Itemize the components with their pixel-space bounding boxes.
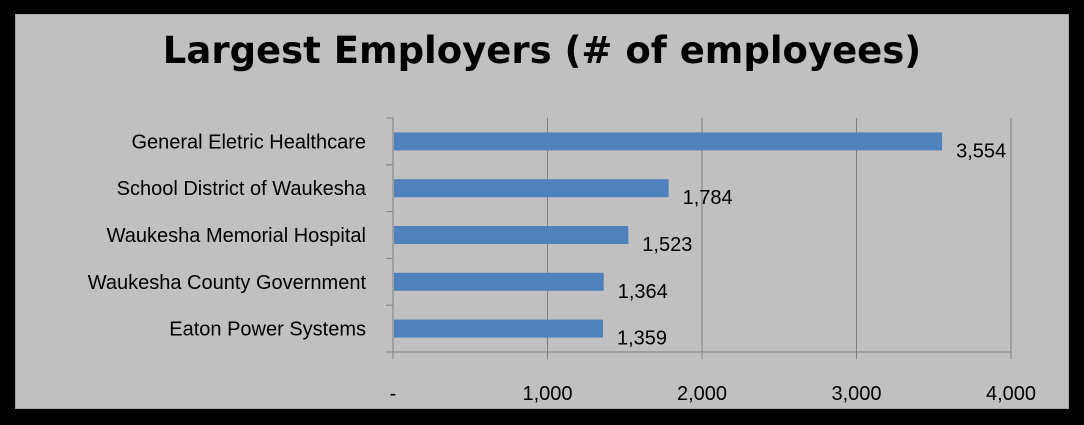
x-tick-label-1: 1,000 xyxy=(522,383,572,405)
data-label-0: 3,554 xyxy=(956,140,1006,162)
data-label-4: 1,359 xyxy=(617,328,667,350)
data-label-3: 1,364 xyxy=(618,281,668,303)
bar-1 xyxy=(394,179,669,198)
category-label-2: Waukesha Memorial Hospital xyxy=(107,225,366,247)
category-label-4: Eaton Power Systems xyxy=(169,319,366,341)
category-label-3: Waukesha County Government xyxy=(88,272,367,294)
x-tick-label-2: 2,000 xyxy=(677,383,727,405)
data-label-2: 1,523 xyxy=(642,234,692,256)
x-tick-label-3: 3,000 xyxy=(831,383,881,405)
bar-4 xyxy=(394,319,603,338)
bar-3 xyxy=(394,272,604,291)
x-tick-label-4: 4,000 xyxy=(986,383,1036,405)
category-label-1: School District of Waukesha xyxy=(117,178,367,200)
bar-0 xyxy=(394,132,943,151)
bar-2 xyxy=(394,226,629,244)
chart-panel xyxy=(15,14,1069,409)
x-tick-label-0: - xyxy=(390,383,397,405)
category-label-0: General Eletric Healthcare xyxy=(131,131,366,153)
data-label-1: 1,784 xyxy=(683,187,733,209)
chart-title: Largest Employers (# of employees) xyxy=(162,29,922,72)
